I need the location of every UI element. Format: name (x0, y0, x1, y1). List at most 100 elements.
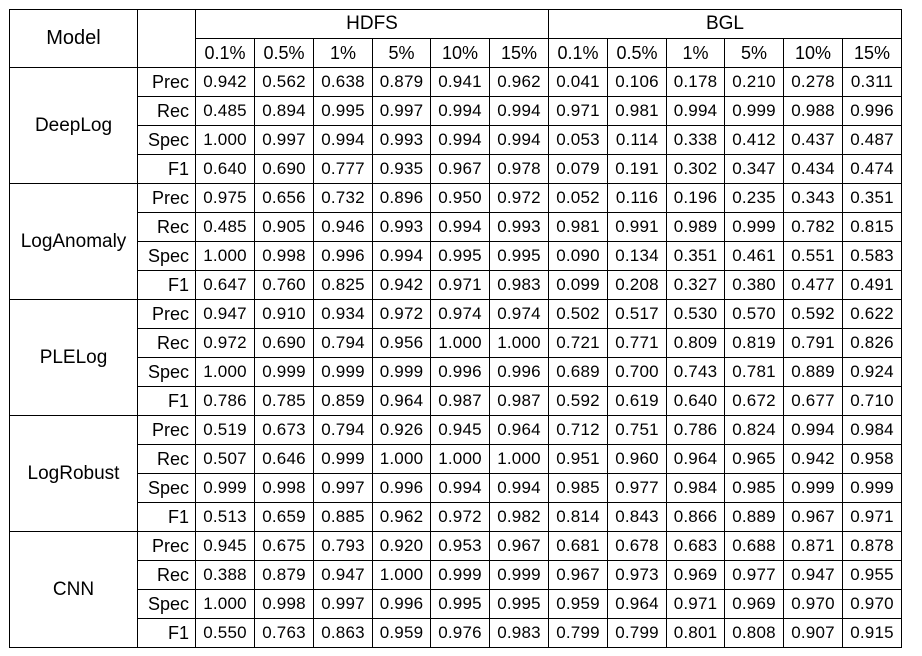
value-cell: 0.964 (607, 589, 667, 619)
value-cell: 0.995 (430, 241, 490, 271)
value-cell: 0.235 (724, 183, 784, 213)
value-cell: 0.885 (313, 502, 373, 532)
value-cell: 1.000 (489, 444, 549, 474)
value-cell: 1.000 (195, 125, 255, 155)
metric-label-cell: F1 (137, 270, 196, 300)
value-cell: 0.935 (372, 154, 431, 184)
value-cell: 0.947 (313, 560, 373, 590)
table-row: Spec 1.000 0.998 0.996 0.994 0.995 0.995 0.090 0… (10, 241, 902, 271)
model-column-header: Model (9, 9, 138, 68)
value-cell: 0.926 (372, 415, 431, 445)
value-cell: 0.999 (489, 560, 549, 590)
metric-label-cell: Rec (137, 96, 196, 126)
value-cell: 0.099 (548, 270, 608, 300)
value-cell: 0.996 (372, 473, 431, 503)
value-cell: 0.996 (489, 357, 549, 387)
value-cell: 0.592 (548, 386, 608, 416)
pct-header-bgl-0: 0.1% (548, 38, 608, 68)
value-cell: 0.592 (783, 299, 843, 329)
metric-label-cell: F1 (137, 154, 196, 184)
value-cell: 0.955 (842, 560, 902, 590)
pct-header-bgl-3: 5% (724, 38, 784, 68)
value-cell: 0.999 (195, 473, 255, 503)
value-cell: 0.950 (430, 183, 490, 213)
value-cell: 0.672 (724, 386, 784, 416)
value-cell: 0.996 (842, 96, 902, 126)
value-cell: 0.079 (548, 154, 608, 184)
value-cell: 0.871 (783, 531, 843, 561)
metric-label-cell: Spec (137, 357, 196, 387)
table-row: Rec 0.485 0.905 0.946 0.993 0.994 0.993 0.981 0.… (10, 212, 902, 242)
value-cell: 0.794 (313, 328, 373, 358)
value-cell: 0.974 (430, 299, 490, 329)
value-cell: 0.997 (313, 473, 373, 503)
value-cell: 0.507 (195, 444, 255, 474)
table-row: Rec 0.388 0.879 0.947 1.000 0.999 0.999 0.967 0.… (10, 560, 902, 590)
value-cell: 0.962 (372, 502, 431, 532)
value-cell: 0.681 (548, 531, 608, 561)
value-cell: 0.690 (254, 154, 314, 184)
metric-label-cell: Spec (137, 241, 196, 271)
value-cell: 0.622 (842, 299, 902, 329)
value-cell: 0.659 (254, 502, 314, 532)
value-cell: 1.000 (430, 328, 490, 358)
value-cell: 0.999 (724, 96, 784, 126)
value-cell: 0.485 (195, 212, 255, 242)
value-cell: 0.975 (195, 183, 255, 213)
value-cell: 0.994 (430, 125, 490, 155)
value-cell: 0.994 (489, 473, 549, 503)
value-cell: 0.994 (489, 96, 549, 126)
metric-label-cell: Rec (137, 212, 196, 242)
value-cell: 0.971 (430, 270, 490, 300)
value-cell: 0.907 (783, 618, 843, 648)
value-cell: 0.640 (666, 386, 725, 416)
table-row: Rec 0.507 0.646 0.999 1.000 1.000 1.000 0.951 0.… (10, 444, 902, 474)
value-cell: 0.971 (842, 502, 902, 532)
value-cell: 0.477 (783, 270, 843, 300)
value-cell: 0.991 (607, 212, 667, 242)
value-cell: 0.945 (430, 415, 490, 445)
results-table: Model HDFS BGL 0.1% 0.5% 1% 5% 10% 15% 0.1% 0.5… (9, 9, 902, 648)
value-cell: 0.656 (254, 183, 314, 213)
value-cell: 0.208 (607, 270, 667, 300)
pct-header-hdfs-3: 5% (372, 38, 431, 68)
pct-header-hdfs-2: 1% (313, 38, 373, 68)
value-cell: 0.981 (607, 96, 667, 126)
value-cell: 0.712 (548, 415, 608, 445)
value-cell: 0.953 (430, 531, 490, 561)
value-cell: 0.502 (548, 299, 608, 329)
value-cell: 0.808 (724, 618, 784, 648)
value-cell: 0.994 (430, 212, 490, 242)
value-cell: 0.640 (195, 154, 255, 184)
value-cell: 0.946 (313, 212, 373, 242)
table-row: F1 0.550 0.763 0.863 0.959 0.976 0.983 0.799 0.7… (10, 618, 902, 648)
value-cell: 0.969 (724, 589, 784, 619)
header-row-datasets: Model HDFS BGL (9, 9, 902, 68)
value-cell: 0.970 (783, 589, 843, 619)
value-cell: 1.000 (195, 357, 255, 387)
value-cell: 0.959 (372, 618, 431, 648)
value-cell: 0.999 (313, 444, 373, 474)
value-cell: 0.956 (372, 328, 431, 358)
value-cell: 0.993 (372, 125, 431, 155)
table-row: F1 0.640 0.690 0.777 0.935 0.967 0.978 0.079 0.1… (10, 154, 902, 184)
value-cell: 0.889 (724, 502, 784, 532)
value-cell: 0.987 (489, 386, 549, 416)
value-cell: 0.977 (607, 473, 667, 503)
value-cell: 0.619 (607, 386, 667, 416)
value-cell: 0.351 (666, 241, 725, 271)
value-cell: 0.998 (254, 589, 314, 619)
value-cell: 0.793 (313, 531, 373, 561)
table-row: CNN Prec 0.945 0.675 0.793 0.920 0.953 0.967 0.6… (9, 531, 902, 648)
value-cell: 0.889 (783, 357, 843, 387)
value-cell: 0.673 (254, 415, 314, 445)
value-cell: 0.700 (607, 357, 667, 387)
value-cell: 0.826 (842, 328, 902, 358)
value-cell: 0.994 (313, 125, 373, 155)
value-cell: 1.000 (195, 589, 255, 619)
value-cell: 1.000 (430, 444, 490, 474)
value-cell: 0.814 (548, 502, 608, 532)
metric-label-cell: F1 (137, 386, 196, 416)
dataset-header-hdfs: HDFS (195, 9, 549, 39)
value-cell: 0.959 (548, 589, 608, 619)
